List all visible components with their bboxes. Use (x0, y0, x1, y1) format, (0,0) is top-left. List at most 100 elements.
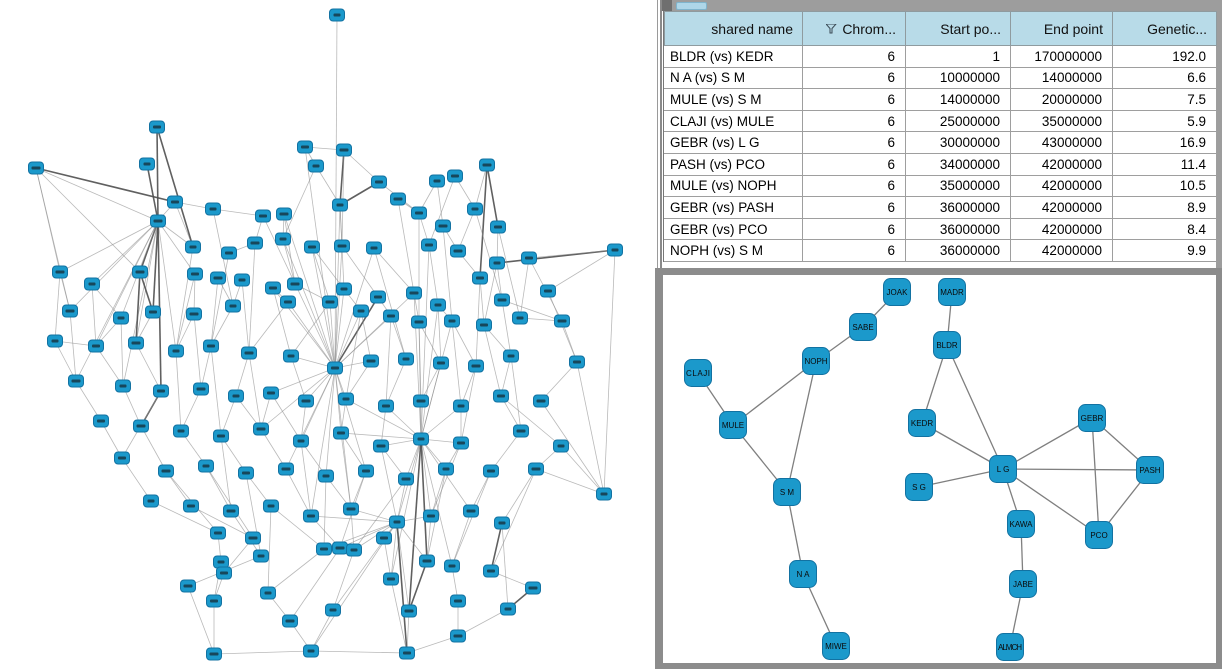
table-cell[interactable]: 6 (803, 132, 906, 154)
graph-node[interactable] (143, 494, 159, 508)
graph-node[interactable] (338, 392, 354, 406)
graph-node[interactable] (512, 311, 528, 325)
graph-node[interactable] (153, 384, 169, 398)
graph-node[interactable] (280, 295, 296, 309)
table-cell[interactable]: 10000000 (906, 67, 1011, 90)
graph-node[interactable] (139, 157, 155, 171)
graph-node[interactable] (383, 309, 399, 323)
graph-node[interactable] (213, 429, 229, 443)
graph-node[interactable] (332, 541, 348, 555)
graph-node[interactable] (476, 318, 492, 332)
graph-node[interactable] (225, 299, 241, 313)
graph-node[interactable] (373, 439, 389, 453)
table-row[interactable]: GEBR (vs) L G 6 30000000 43000000 16.9 (664, 132, 1217, 154)
graph-node[interactable] (444, 314, 460, 328)
graph-node[interactable] (265, 281, 281, 295)
graph-node[interactable] (333, 426, 349, 440)
graph-node[interactable] (450, 594, 466, 608)
graph-node[interactable] (158, 464, 174, 478)
graph-node[interactable] (115, 379, 131, 393)
graph-node[interactable] (193, 382, 209, 396)
table-cell[interactable]: 11.4 (1113, 153, 1217, 176)
graph-node[interactable] (234, 273, 250, 287)
graph-node[interactable] (150, 214, 166, 228)
graph-node[interactable] (378, 399, 394, 413)
graph-node[interactable] (329, 8, 345, 22)
graph-node[interactable] (423, 509, 439, 523)
graph-node[interactable] (398, 472, 414, 486)
graph-node[interactable] (444, 559, 460, 573)
graph-node[interactable] (263, 499, 279, 513)
graph-node-joak[interactable]: JOAK (883, 278, 911, 306)
graph-node[interactable] (203, 339, 219, 353)
graph-node[interactable] (503, 349, 519, 363)
subnetwork-view[interactable]: JOAK SABE NOPH CLAJI MULE S M N A MIWE MADR BLDR K… (663, 275, 1216, 663)
graph-node[interactable] (183, 499, 199, 513)
graph-node[interactable] (553, 439, 569, 453)
graph-node[interactable] (399, 646, 415, 660)
graph-node[interactable] (521, 251, 537, 265)
graph-node[interactable] (316, 542, 332, 556)
graph-node[interactable] (500, 602, 516, 616)
graph-node[interactable] (435, 219, 451, 233)
graph-node[interactable] (263, 386, 279, 400)
graph-node[interactable] (370, 290, 386, 304)
graph-node[interactable] (383, 572, 399, 586)
graph-node[interactable] (238, 466, 254, 480)
full-network-panel[interactable] (0, 0, 655, 669)
table-cell[interactable]: 8.9 (1113, 197, 1217, 219)
table-cell[interactable]: 42000000 (1011, 218, 1113, 241)
graph-node[interactable] (533, 394, 549, 408)
graph-node-s-g[interactable]: S G (905, 473, 933, 501)
graph-node[interactable] (287, 277, 303, 291)
graph-node[interactable] (304, 240, 320, 254)
table-cell[interactable]: 6 (803, 110, 906, 133)
graph-node[interactable] (228, 389, 244, 403)
graph-node[interactable] (198, 459, 214, 473)
table-cell[interactable]: 36000000 (906, 240, 1011, 262)
graph-node[interactable] (145, 305, 161, 319)
table-row[interactable]: GEBR (vs) PASH 6 36000000 42000000 8.9 (664, 197, 1217, 219)
full-network-canvas[interactable] (0, 0, 655, 669)
graph-node[interactable] (128, 336, 144, 350)
table-cell[interactable]: 6 (803, 153, 906, 176)
graph-node-claji[interactable]: CLAJI (684, 359, 712, 387)
graph-node[interactable] (540, 284, 556, 298)
graph-node[interactable] (210, 271, 226, 285)
table-row[interactable]: PASH (vs) PCO 6 34000000 42000000 11.4 (664, 153, 1217, 176)
graph-node[interactable] (213, 555, 229, 569)
graph-node[interactable] (371, 175, 387, 189)
graph-node[interactable] (28, 161, 44, 175)
table-cell[interactable]: 6 (803, 197, 906, 219)
graph-node[interactable] (241, 346, 257, 360)
graph-node[interactable] (334, 239, 350, 253)
table-cell[interactable]: 6 (803, 67, 906, 90)
graph-node[interactable] (186, 307, 202, 321)
table-row[interactable]: CLAJI (vs) MULE 6 25000000 35000000 5.9 (664, 110, 1217, 133)
table-row[interactable]: N A (vs) S M 6 10000000 14000000 6.6 (664, 67, 1217, 90)
column-grip[interactable] (676, 2, 707, 10)
graph-node[interactable] (433, 356, 449, 370)
graph-node[interactable] (406, 286, 422, 300)
graph-node[interactable] (88, 339, 104, 353)
table-row[interactable]: BLDR (vs) KEDR 6 1 170000000 192.0 (664, 46, 1217, 68)
graph-node[interactable] (554, 314, 570, 328)
table-cell[interactable]: 10.5 (1113, 175, 1217, 198)
graph-node[interactable] (463, 504, 479, 518)
table-cell[interactable]: 8.4 (1113, 218, 1217, 241)
graph-node[interactable] (494, 293, 510, 307)
table-scrollbar-track[interactable] (1216, 0, 1222, 268)
table-cell[interactable]: 35000000 (906, 175, 1011, 198)
graph-node[interactable] (467, 202, 483, 216)
graph-node[interactable] (114, 451, 130, 465)
graph-node[interactable] (245, 531, 261, 545)
graph-node[interactable] (293, 434, 309, 448)
table-cell[interactable]: GEBR (vs) PASH (664, 197, 803, 219)
graph-node[interactable] (398, 352, 414, 366)
graph-node-bldr[interactable]: BLDR (933, 331, 961, 359)
table-cell[interactable]: 170000000 (1011, 46, 1113, 68)
graph-node-n-a[interactable]: N A (789, 560, 817, 588)
graph-node[interactable] (483, 464, 499, 478)
graph-node[interactable] (336, 282, 352, 296)
graph-node[interactable] (62, 304, 78, 318)
